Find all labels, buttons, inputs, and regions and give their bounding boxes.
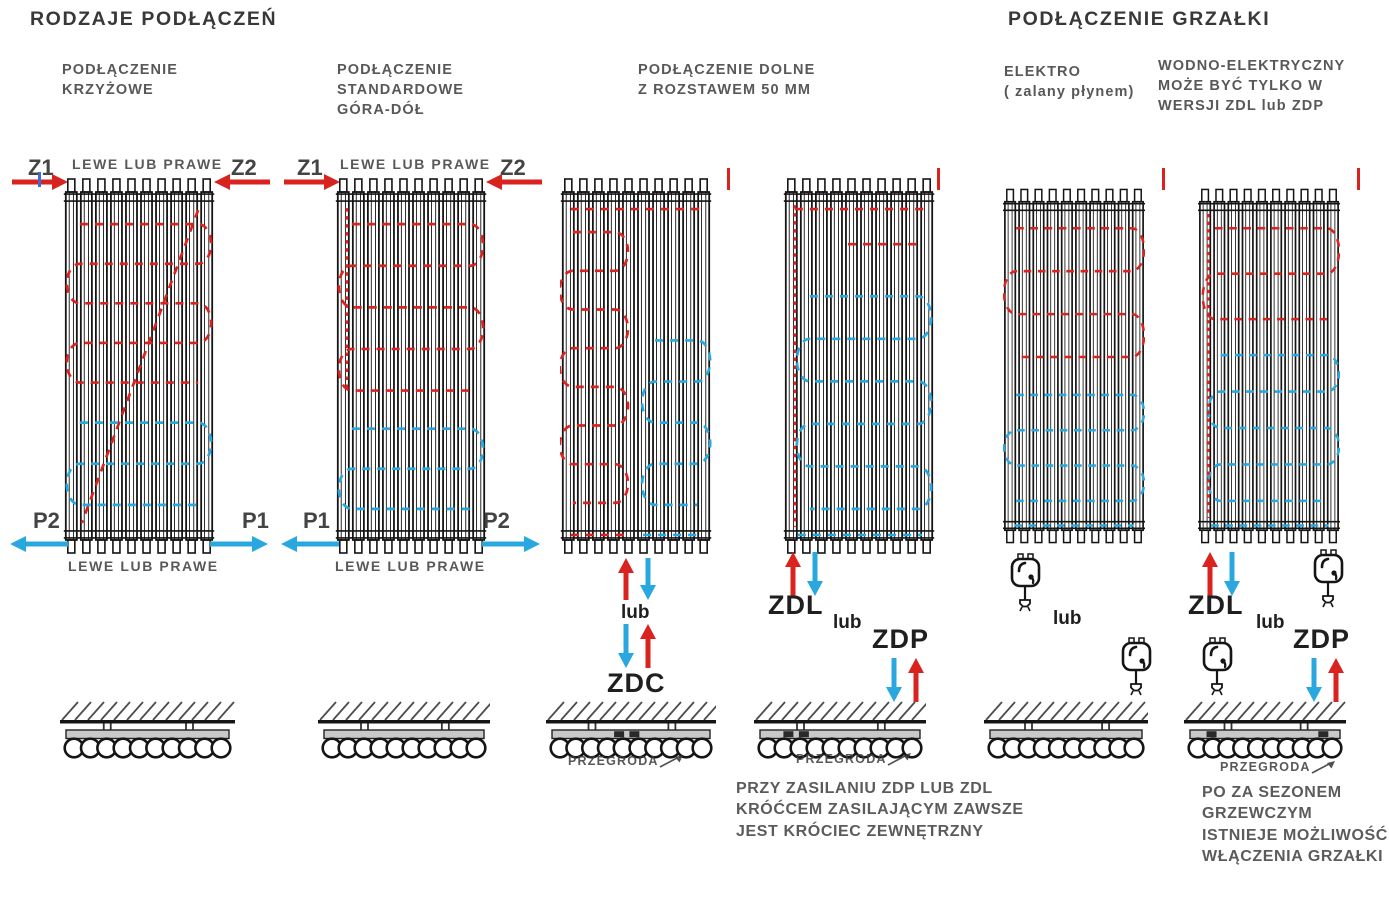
label-zdl: ZDL [768, 590, 824, 620]
supply-arrow-z2 [214, 174, 270, 190]
label-lewe-lub-prawe-bottom: LEWE LUB PRAWE [335, 558, 486, 574]
return-arrow-p2 [482, 536, 540, 552]
vent-mark [727, 168, 730, 190]
label-przegroda: PRZEGRODA [1220, 760, 1337, 774]
radiator-wodno-elektryczny [1198, 188, 1340, 544]
note-zasilanie: PRZY ZASILANIU ZDP LUB ZDL KRÓĆCEM ZASIL… [736, 780, 1024, 840]
wall-section [754, 701, 926, 759]
note-sezon: PO ZA SEZONEM GRZEWCZYM ISTNIEJE MOŻLIWO… [1202, 784, 1388, 865]
label-lub: lub [833, 612, 862, 633]
heater-plug-icon [1202, 637, 1233, 696]
return-arrow-p1 [281, 536, 339, 552]
port-label-p1: P1 [303, 508, 330, 533]
flow-arrow-up [908, 658, 924, 702]
flow-arrow-down [640, 558, 656, 600]
label-zdc: ZDC [607, 668, 666, 698]
label-przegroda: PRZEGRODA [568, 754, 685, 768]
port-label-z2: Z2 [500, 155, 526, 180]
flow-arrow-up [1202, 552, 1218, 596]
label-przegroda: PRZEGRODA [796, 752, 913, 766]
radiator-standardowy [335, 178, 487, 554]
label-lewe-lub-prawe-top: LEWE LUB PRAWE [72, 156, 223, 172]
radiator-elektro [1003, 188, 1145, 544]
label-lub: lub [1256, 612, 1285, 633]
przegroda-arrow-icon [659, 755, 683, 768]
vent-mark [937, 168, 940, 190]
heading-standardowe: PODŁĄCZENIE STANDARDOWE GÓRA-DÓŁ [337, 62, 465, 118]
flow-arrow-up [618, 558, 634, 600]
flow-arrow-down [618, 624, 634, 668]
przegroda-arrow-icon [887, 753, 911, 766]
heading-krzyzowe: PODŁĄCZENIE KRZYŻOWE [62, 62, 179, 98]
radiator-dolny-zdc [560, 178, 712, 554]
dimension-tick [38, 172, 41, 187]
heater-plug-icon [1010, 553, 1041, 612]
flow-arrow-up [1328, 658, 1344, 702]
heater-plug-icon [1121, 637, 1152, 696]
heading-dolne: PODŁĄCZENIE DOLNE Z ROZSTAWEM 50 MM [638, 62, 816, 98]
label-zdp: ZDP [872, 624, 929, 654]
section-title-connection-types: RODZAJE PODŁĄCZEŃ [30, 8, 278, 30]
heater-plug-icon [1313, 549, 1344, 608]
radiator-dolny-zdl-zdp [783, 178, 935, 554]
return-arrow-p1 [210, 536, 268, 552]
port-label-z2: Z2 [231, 155, 257, 180]
vent-mark [1162, 168, 1165, 190]
label-zdp: ZDP [1293, 624, 1350, 654]
wall-section [984, 701, 1148, 759]
label-lub: lub [1053, 608, 1082, 629]
heading-elektro: ELEKTRO ( zalany płynem) [1004, 64, 1135, 100]
wall-section [60, 701, 235, 759]
return-arrow-p2 [10, 536, 68, 552]
port-label-p2: P2 [33, 508, 60, 533]
flow-arrow-down [886, 658, 902, 702]
label-lewe-lub-prawe-top: LEWE LUB PRAWE [340, 156, 491, 172]
supply-arrow-z1 [12, 174, 68, 190]
flow-arrow-down [1224, 552, 1240, 596]
flow-arrow-up [785, 552, 801, 596]
port-label-z1: Z1 [28, 155, 54, 180]
przegroda-arrow-icon [1311, 761, 1335, 774]
wall-section [546, 701, 716, 759]
supply-arrow-z1 [284, 174, 340, 190]
heading-wodno: WODNO-ELEKTRYCZNY MOŻE BYĆ TYLKO W WERSJ… [1158, 58, 1346, 114]
port-label-p1: P1 [242, 508, 269, 533]
flow-arrow-up [640, 624, 656, 668]
label-zdl: ZDL [1188, 590, 1244, 620]
supply-arrow-z2 [486, 174, 542, 190]
vent-mark [1357, 168, 1360, 190]
wall-section [1184, 701, 1346, 759]
flow-arrow-down [1306, 658, 1322, 702]
section-title-heater-connection: PODŁĄCZENIE GRZAŁKI [1008, 8, 1271, 30]
wall-section [318, 701, 490, 759]
port-label-z1: Z1 [297, 155, 323, 180]
flow-arrow-down [807, 552, 823, 596]
label-lewe-lub-prawe-bottom: LEWE LUB PRAWE [68, 558, 219, 574]
label-lub: lub [621, 602, 650, 623]
port-label-p2: P2 [483, 508, 510, 533]
radiator-krzyzowe [63, 178, 215, 554]
